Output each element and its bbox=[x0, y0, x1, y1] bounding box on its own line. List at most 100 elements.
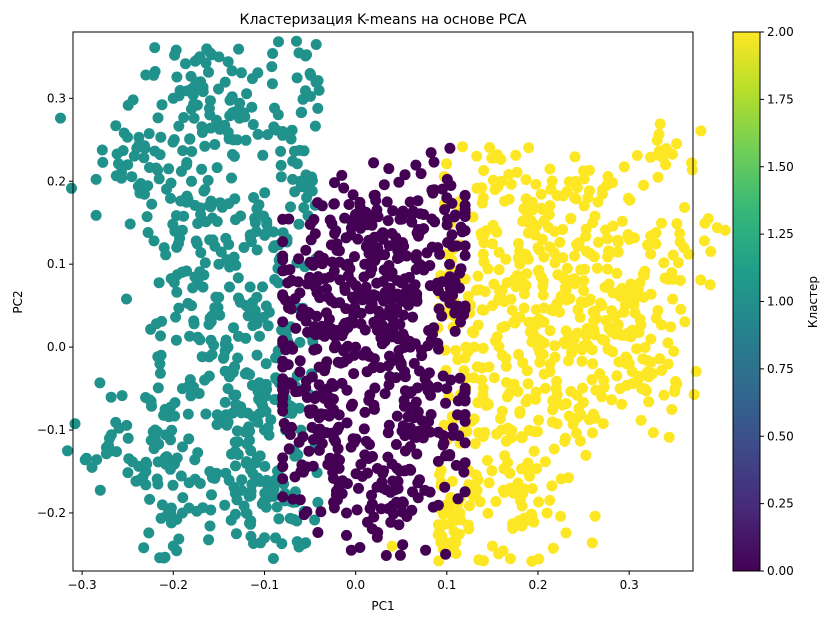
cluster-0-point bbox=[330, 436, 342, 448]
cluster-1-point bbox=[178, 112, 190, 123]
cluster-1-point bbox=[187, 89, 199, 101]
cluster-0-point bbox=[307, 434, 319, 446]
cluster-2-point bbox=[616, 398, 628, 410]
cluster-1-point bbox=[219, 338, 231, 350]
cluster-2-point bbox=[488, 152, 500, 164]
cluster-2-point bbox=[544, 366, 556, 377]
colorbar-tick-label: 0.50 bbox=[767, 429, 794, 443]
cluster-1-point bbox=[149, 42, 161, 54]
cluster-0-point bbox=[383, 379, 395, 391]
cluster-2-point bbox=[469, 438, 481, 450]
cluster-0-point bbox=[347, 291, 358, 303]
cluster-1-point bbox=[251, 244, 263, 256]
cluster-1-point bbox=[203, 66, 214, 78]
cluster-1-point bbox=[180, 58, 191, 70]
cluster-1-point bbox=[238, 242, 250, 253]
points-layer bbox=[55, 35, 745, 567]
y-tick-label: 0.1 bbox=[47, 257, 66, 271]
cluster-1-point bbox=[267, 48, 279, 59]
cluster-1-point bbox=[209, 240, 221, 252]
cluster-2-point bbox=[654, 353, 666, 365]
cluster-1-point bbox=[122, 467, 134, 479]
cluster-1-point bbox=[260, 378, 272, 390]
cluster-2-point bbox=[667, 249, 679, 261]
cluster-0-point bbox=[378, 309, 390, 321]
x-axis: −0.3 −0.2 −0.1 0.0 0.1 0.2 0.3 bbox=[68, 571, 639, 592]
cluster-1-point bbox=[66, 182, 77, 194]
cluster-2-point bbox=[650, 238, 662, 250]
colorbar-label: Кластер bbox=[806, 276, 820, 328]
cluster-0-point bbox=[345, 544, 357, 556]
cluster-1-point bbox=[252, 128, 264, 140]
cluster-0-point bbox=[311, 343, 323, 355]
cluster-1-point bbox=[310, 39, 322, 50]
cluster-0-point bbox=[335, 476, 347, 488]
cluster-2-point bbox=[510, 149, 522, 161]
cluster-1-point bbox=[123, 453, 135, 465]
cluster-1-point bbox=[186, 146, 198, 157]
cluster-2-point bbox=[695, 125, 707, 137]
cluster-2-point bbox=[521, 268, 533, 280]
cluster-1-point bbox=[199, 257, 211, 269]
cluster-1-point bbox=[294, 402, 305, 414]
cluster-1-point bbox=[177, 145, 189, 157]
cluster-0-point bbox=[404, 427, 416, 439]
cluster-0-point bbox=[366, 523, 378, 535]
cluster-0-point bbox=[311, 390, 322, 402]
cluster-2-point bbox=[547, 404, 559, 416]
cluster-2-point bbox=[546, 416, 558, 428]
cluster-2-point bbox=[533, 553, 545, 565]
colorbar-tick-label: 0.25 bbox=[767, 497, 794, 511]
cluster-2-point bbox=[578, 275, 590, 287]
cluster-2-point bbox=[577, 397, 589, 408]
cluster-1-point bbox=[200, 216, 212, 228]
cluster-2-point bbox=[671, 378, 683, 390]
cluster-1-point bbox=[181, 196, 193, 208]
cluster-1-point bbox=[203, 534, 215, 546]
cluster-1-point bbox=[138, 140, 150, 152]
cluster-0-point bbox=[411, 448, 423, 460]
cluster-1-point bbox=[275, 145, 287, 157]
cluster-0-point bbox=[399, 445, 411, 457]
cluster-0-point bbox=[322, 395, 334, 407]
cluster-1-point bbox=[110, 416, 122, 428]
cluster-1-point bbox=[173, 90, 185, 102]
cluster-2-point bbox=[549, 340, 561, 352]
cluster-0-point bbox=[367, 362, 379, 374]
cluster-1-point bbox=[149, 145, 161, 157]
cluster-1-point bbox=[139, 188, 150, 200]
cluster-1-point bbox=[150, 434, 161, 446]
cluster-1-point bbox=[170, 311, 182, 323]
cluster-1-point bbox=[260, 358, 272, 370]
cluster-0-point bbox=[371, 481, 383, 493]
cluster-0-point bbox=[303, 404, 315, 416]
cluster-0-point bbox=[319, 365, 330, 377]
cluster-1-point bbox=[174, 225, 186, 237]
x-tick-label: −0.3 bbox=[68, 578, 97, 592]
cluster-0-point bbox=[414, 474, 425, 486]
cluster-2-point bbox=[667, 148, 678, 160]
cluster-2-point bbox=[595, 297, 607, 309]
cluster-1-point bbox=[266, 78, 278, 90]
cluster-0-point bbox=[355, 213, 367, 225]
cluster-2-point bbox=[591, 262, 603, 274]
cluster-0-point bbox=[366, 498, 378, 510]
cluster-0-point bbox=[308, 214, 320, 225]
colorbar-tick-label: 1.75 bbox=[767, 92, 794, 106]
cluster-1-point bbox=[232, 352, 244, 364]
cluster-0-point bbox=[387, 205, 399, 217]
cluster-1-point bbox=[261, 218, 273, 230]
cluster-1-point bbox=[62, 445, 73, 457]
cluster-1-point bbox=[254, 408, 266, 420]
cluster-2-point bbox=[446, 475, 458, 487]
cluster-1-point bbox=[257, 149, 269, 161]
cluster-1-point bbox=[166, 424, 178, 436]
cluster-0-point bbox=[418, 209, 430, 220]
cluster-1-point bbox=[100, 442, 112, 454]
cluster-2-point bbox=[488, 278, 500, 290]
cluster-0-point bbox=[289, 471, 301, 483]
cluster-2-point bbox=[645, 333, 657, 345]
cluster-0-point bbox=[452, 493, 464, 505]
cluster-2-point bbox=[477, 342, 489, 354]
